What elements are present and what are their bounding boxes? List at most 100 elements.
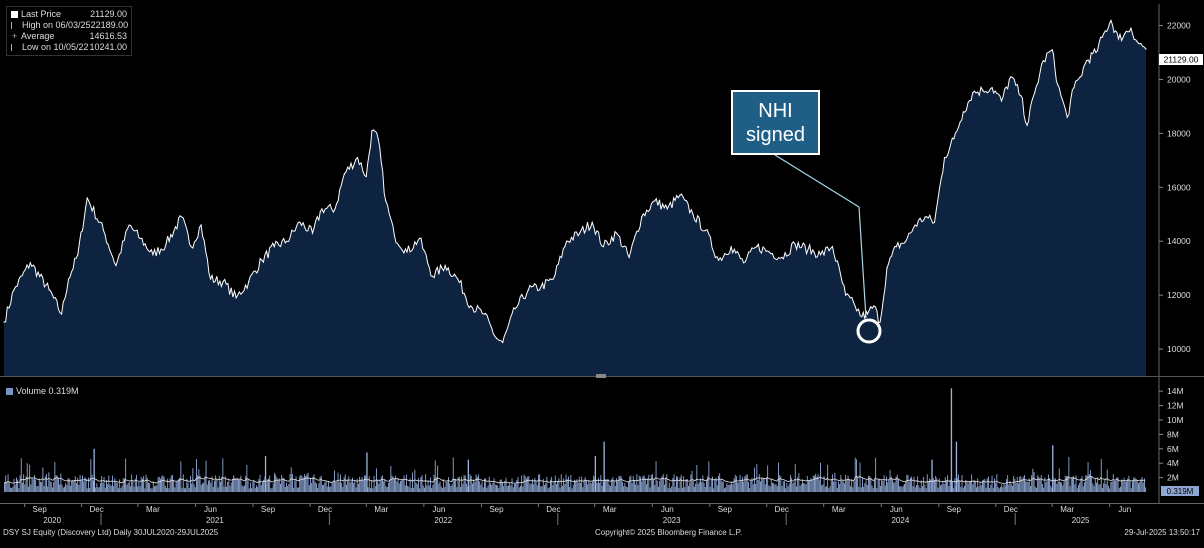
x-month-label: Sep xyxy=(718,505,733,514)
volume-bar xyxy=(990,484,992,492)
volume-bar xyxy=(419,488,421,492)
volume-bar xyxy=(853,480,855,492)
volume-bar xyxy=(216,478,218,492)
price-y-tick-label: 16000 xyxy=(1167,182,1191,192)
volume-bar xyxy=(224,476,226,492)
volume-bar xyxy=(578,476,580,492)
volume-bar xyxy=(492,482,494,492)
volume-bar xyxy=(575,480,577,492)
volume-bar xyxy=(528,476,530,492)
volume-bar xyxy=(1024,475,1025,492)
volume-bar xyxy=(730,484,731,492)
volume-bar xyxy=(470,475,472,492)
volume-bar xyxy=(1128,475,1130,492)
volume-bar xyxy=(474,482,476,492)
volume-bar xyxy=(282,477,284,492)
volume-bar xyxy=(809,481,811,492)
price-point xyxy=(406,251,408,253)
volume-bar xyxy=(526,478,527,492)
legend-low-label: Low on 10/05/22 xyxy=(22,42,89,52)
price-point xyxy=(248,281,250,283)
x-month-label: Mar xyxy=(603,505,617,514)
volume-bar xyxy=(372,488,374,492)
volume-y-axis: 2M 4M 6M 8M 10M 12M 14M xyxy=(1159,386,1184,483)
volume-bar xyxy=(727,484,729,492)
volume-bar xyxy=(992,487,994,492)
volume-bar xyxy=(557,481,559,492)
volume-bar xyxy=(1038,476,1040,492)
volume-bar xyxy=(284,487,286,492)
volume-bar xyxy=(894,482,896,492)
volume-bar xyxy=(910,477,911,492)
volume-bar xyxy=(991,475,993,492)
price-point xyxy=(67,278,70,280)
volume-bar xyxy=(769,486,771,492)
volume-bar xyxy=(212,486,214,492)
volume-bar xyxy=(56,475,58,492)
volume-bar xyxy=(130,486,131,492)
price-point xyxy=(552,278,555,280)
volume-bar xyxy=(929,478,931,492)
price-point xyxy=(1020,95,1022,97)
volume-bar xyxy=(922,486,923,492)
volume-bar xyxy=(722,481,724,492)
volume-bar xyxy=(60,473,62,492)
volume-bar xyxy=(1026,481,1028,492)
volume-bar xyxy=(286,482,287,492)
volume-bar xyxy=(653,479,655,492)
volume-bar xyxy=(407,485,409,492)
volume-bar xyxy=(1049,478,1051,492)
volume-bar xyxy=(115,482,117,492)
volume-bar xyxy=(55,475,57,492)
volume-bar xyxy=(893,482,895,492)
volume-tag: 0.319M xyxy=(1161,486,1199,496)
volume-bar xyxy=(416,484,418,492)
volume-bar xyxy=(1068,456,1070,492)
volume-bar xyxy=(232,478,233,492)
volume-bar xyxy=(679,477,681,492)
volume-bar xyxy=(667,487,669,492)
volume-bar xyxy=(788,483,790,492)
price-point xyxy=(209,278,212,280)
volume-swatch xyxy=(6,387,13,395)
volume-bar xyxy=(844,483,845,492)
volume-bar xyxy=(590,483,592,492)
callout-leader xyxy=(774,154,860,208)
volume-bar xyxy=(704,487,706,492)
volume-bar xyxy=(142,478,143,492)
volume-bar xyxy=(193,484,195,492)
volume-bar xyxy=(154,486,155,492)
volume-bar xyxy=(942,480,944,492)
volume-bar xyxy=(1008,484,1010,492)
volume-bar xyxy=(641,481,643,492)
volume-bar xyxy=(233,475,235,492)
volume-bar xyxy=(841,479,843,492)
volume-bar xyxy=(295,476,297,492)
volume-bar xyxy=(149,483,151,492)
volume-bar xyxy=(102,482,104,492)
volume-bar xyxy=(530,483,532,492)
volume-bar xyxy=(344,474,346,492)
volume-bar xyxy=(968,481,970,492)
price-point xyxy=(794,243,796,245)
volume-bar xyxy=(97,487,99,492)
volume-bar xyxy=(380,476,382,492)
volume-bar xyxy=(775,484,777,492)
price-point xyxy=(1130,27,1132,29)
volume-bar xyxy=(628,481,629,492)
volume-bar xyxy=(240,475,242,492)
volume-bar xyxy=(768,485,770,492)
volume-bar xyxy=(113,486,115,492)
volume-bar xyxy=(37,486,39,492)
volume-bar xyxy=(617,481,619,492)
volume-bar xyxy=(238,479,239,492)
volume-bar xyxy=(529,484,531,492)
volume-spike-bar xyxy=(467,459,469,492)
volume-bar xyxy=(539,474,541,492)
volume-bar xyxy=(1116,477,1118,492)
volume-bar xyxy=(887,482,889,492)
volume-bar xyxy=(846,479,848,492)
volume-bar xyxy=(606,479,608,492)
volume-bar xyxy=(751,477,753,492)
volume-bar xyxy=(457,477,459,492)
